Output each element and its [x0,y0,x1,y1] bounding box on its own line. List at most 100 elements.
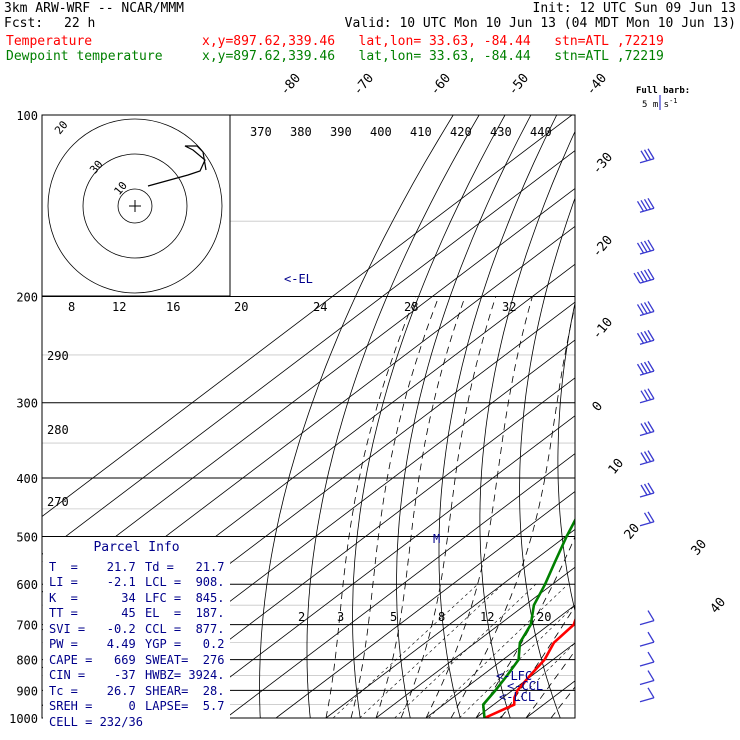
parcel-info-panel: Parcel Info T = 21.7 Td = 21.7 LI = -2.1 LC… [43,537,230,729]
parcel-cell: SREH = 0 [49,699,136,713]
barb-legend-value: 5 m s [642,100,670,110]
isotherm [225,453,575,718]
mixing-ratio-line [332,583,479,718]
isotherm [626,115,740,718]
mixing-ratio-label-low: 8 [438,610,445,624]
dry-adiabat [479,130,575,718]
isotherm-label: -60 [428,71,455,99]
theta-label: 380 [290,125,312,139]
sounding-marker-4: M [433,532,440,546]
mixing-ratio-label-low: 12 [480,610,494,624]
dry-adiabat [306,115,480,718]
dry-adiabat [700,115,740,731]
moist-adiabat [425,296,533,718]
theta-label: 390 [330,125,352,139]
isotherm [275,490,575,718]
sounding-marker-2: <-CCL [507,679,543,693]
moist-adiabat [550,686,575,718]
wind-barb [639,687,655,703]
parcel-cell: SVI = -0.2 [49,621,136,636]
pressure-tick-label: 800 [16,654,38,668]
parcel-row: T = 21.7 Td = 21.7 [49,560,230,576]
wind-barb [636,239,655,255]
moist-adiabat [400,296,497,718]
wind-barb [636,301,655,317]
mixing-ratio-line [359,583,504,718]
parcel-cell: LFC = 845. [145,590,225,605]
parcel-row: CELL = 232/36 [49,715,230,731]
parcel-row: CIN = -37 HWBZ= 3924. [49,668,230,684]
parcel-info-title: Parcel Info [93,540,180,555]
dry-adiabat [519,197,575,718]
isotherm [375,566,575,718]
wind-barb [639,610,655,626]
isotherm [676,115,740,718]
theta-side-label: 290 [47,349,69,363]
parcel-cell: CELL = 232/36 [49,714,143,729]
parcel-cell: T = 21.7 [49,559,136,574]
wind-barb [639,651,655,667]
parcel-cell: SWEAT= 276 [145,652,225,667]
mixing-ratio-line [458,604,575,718]
mixing-ratio-label: 16 [166,300,180,314]
isotherm-label: -20 [590,233,617,261]
sounding-marker-3: <-LCL [499,690,535,704]
pressure-tick-label: 100 [16,109,38,123]
isotherm-label: 30 [689,537,711,559]
dry-adiabat [557,301,575,613]
mixing-ratio-label-low: 20 [537,610,551,624]
parcel-row: SVI = -0.2 CCL = 877. [49,622,230,638]
dry-adiabat [666,115,740,731]
isotherm-label: 0 [590,399,607,415]
wind-barb [639,511,655,527]
theta-label: 410 [410,125,432,139]
valid-time: Valid: 10 UTC Mon 10 Jun 13 (04 MDT Mon … [344,16,736,31]
isotherm-label: 10 [606,456,628,478]
parcel-cell: HWBZ= 3924. [145,668,225,682]
wind-barb [636,329,655,345]
isotherm-label: 20 [622,521,644,543]
theta-label: 430 [490,125,512,139]
isotherm-label: -70 [351,71,378,99]
parcel-cell: SHEAR= 28. [145,683,225,698]
parcel-cell: LCL = 908. [145,575,225,589]
parcel-row: K = 34 LFC = 845. [49,591,230,607]
pressure-tick-label: 300 [16,397,38,411]
isotherm-label: -80 [278,71,305,99]
wind-barb [639,631,655,647]
wind-barb [639,450,655,466]
isotherm [42,150,575,555]
sounding-marker-1: <-LFC [496,669,532,683]
isotherm [42,115,573,517]
init-time: Init: 12 UTC Sun 09 Jun 13 [532,1,737,16]
pressure-tick-label: 1000 [9,712,38,726]
temperature-legend-info: x,y=897.62,339.46 lat,lon= 33.63, -84.44… [202,34,664,49]
isotherm-label: -40 [584,71,611,99]
theta-label: 370 [250,125,272,139]
mixing-ratio-label: 24 [313,300,327,314]
isotherm [425,604,575,718]
wind-barb [639,388,655,404]
mixing-ratio-line [394,583,537,718]
isotherm [576,115,740,718]
parcel-cell: EL = 187. [145,606,225,620]
pressure-tick-label: 700 [16,619,38,633]
wind-barb [636,360,655,376]
model-title: 3km ARW-WRF -- NCAR/MMM [4,1,185,16]
parcel-cell: K = 34 [49,590,136,605]
isotherm-label: -10 [590,315,617,343]
moist-adiabat [450,304,575,718]
temperature-legend-name: Temperature [6,34,93,49]
sounding-marker-0: <-EL [284,272,313,286]
parcel-row: LI = -2.1 LCL = 908. [49,575,230,591]
wind-barb [633,268,655,284]
parcel-row: Tc = 26.7 SHEAR= 28. [49,684,230,700]
dry-adiabat [352,115,506,718]
parcel-cell: Tc = 26.7 [49,683,136,698]
theta-label: 420 [450,125,472,139]
mixing-ratio-label: 32 [502,300,516,314]
wind-barb [639,670,655,686]
wind-barb [636,197,655,213]
mixing-ratio-label-low: 5 [390,610,397,624]
